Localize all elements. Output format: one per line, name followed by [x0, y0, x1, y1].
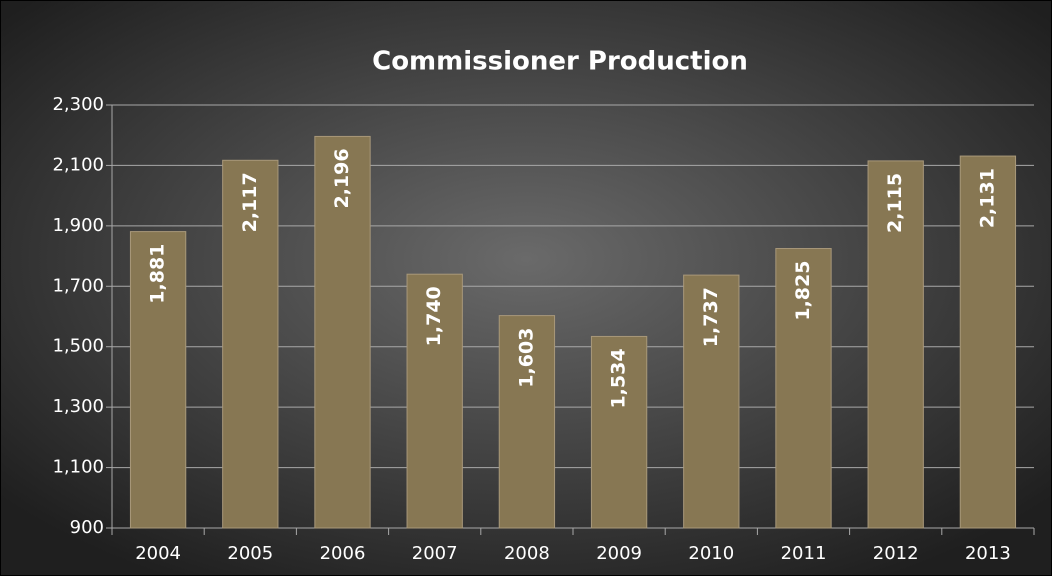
bar — [314, 135, 371, 529]
x-tick-label: 2008 — [504, 543, 550, 564]
bar — [775, 248, 832, 529]
y-tick-label: 2,300 — [52, 94, 104, 115]
x-tick-label: 2011 — [781, 543, 827, 564]
x-tick-label: 2013 — [965, 543, 1011, 564]
x-tick-label: 2010 — [688, 543, 734, 564]
data-label: 1,737 — [700, 287, 722, 347]
y-tick-label: 1,500 — [52, 336, 104, 357]
chart-title: Commissioner Production — [372, 47, 748, 77]
bar — [498, 315, 556, 529]
data-label: 2,196 — [331, 148, 353, 208]
data-label: 1,881 — [147, 244, 169, 304]
bar — [129, 231, 187, 529]
y-tick-label: 1,300 — [52, 396, 104, 417]
y-tick-label: 1,100 — [52, 457, 104, 478]
x-tick-label: 2005 — [227, 543, 273, 564]
data-label: 1,603 — [515, 328, 537, 388]
x-tick-label: 2009 — [596, 543, 642, 564]
y-tick-label: 2,100 — [52, 154, 104, 175]
y-tick-label: 1,700 — [52, 275, 104, 296]
data-label: 2,117 — [239, 172, 261, 232]
bar — [683, 274, 740, 529]
x-tick-label: 2007 — [412, 543, 458, 564]
data-label: 1,534 — [608, 348, 630, 408]
data-label: 2,115 — [884, 173, 906, 233]
bar — [959, 155, 1017, 529]
data-label: 2,131 — [976, 168, 998, 228]
x-tick-label: 2006 — [320, 543, 366, 564]
y-tick-label: 1,900 — [52, 215, 104, 236]
bar — [406, 273, 463, 529]
data-label: 1,740 — [423, 286, 445, 346]
data-label: 1,825 — [792, 261, 814, 321]
y-tick-label: 900 — [70, 517, 104, 538]
bar — [867, 160, 924, 529]
bar — [590, 335, 648, 529]
x-tick-label: 2004 — [135, 543, 181, 564]
x-tick-label: 2012 — [873, 543, 919, 564]
bar — [222, 159, 279, 529]
